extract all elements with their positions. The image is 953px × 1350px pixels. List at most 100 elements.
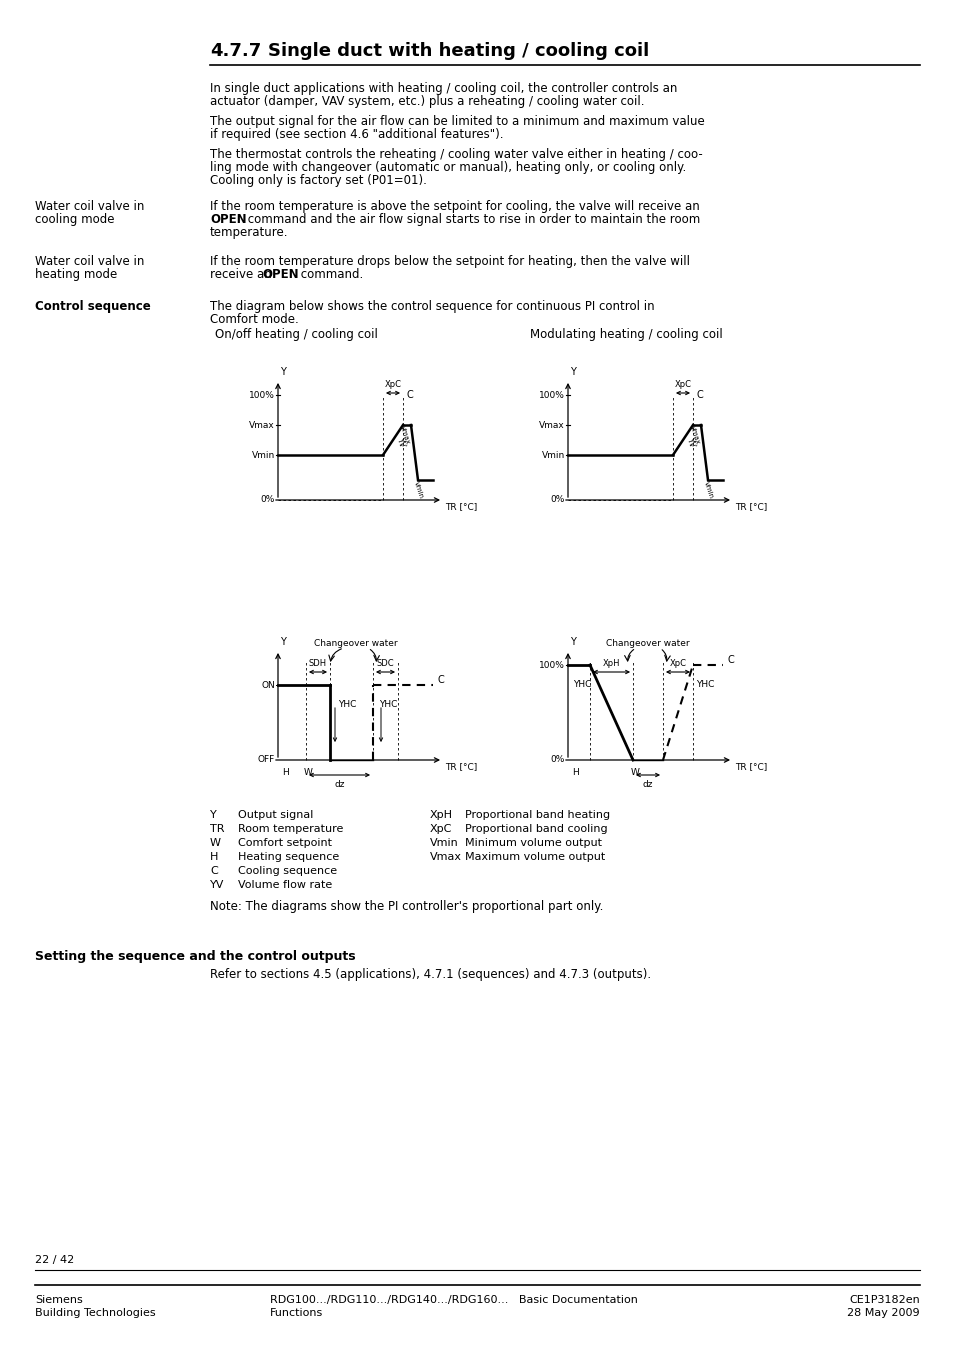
Text: Vmax: Vmax — [430, 852, 461, 863]
Text: Single duct with heating / cooling coil: Single duct with heating / cooling coil — [268, 42, 649, 59]
Text: XpH: XpH — [602, 659, 619, 668]
Text: YV: YV — [210, 880, 224, 890]
Text: W: W — [210, 838, 221, 848]
Text: Vmin: Vmin — [252, 451, 274, 459]
Text: Vmin: Vmin — [541, 451, 564, 459]
Text: TR [°C]: TR [°C] — [734, 502, 766, 512]
Text: Water coil valve in: Water coil valve in — [35, 255, 144, 269]
Text: Proportional band heating: Proportional band heating — [464, 810, 610, 819]
Text: Maximum volume output: Maximum volume output — [464, 852, 604, 863]
Text: On/off heating / cooling coil: On/off heating / cooling coil — [214, 328, 377, 342]
Text: Y: Y — [280, 637, 286, 647]
Text: dz: dz — [642, 780, 653, 788]
Text: Vmax: Vmax — [398, 425, 411, 446]
Text: cooling mode: cooling mode — [35, 213, 114, 225]
Text: YV: YV — [684, 437, 696, 450]
Text: XpH: XpH — [430, 810, 453, 819]
Text: The diagram below shows the control sequence for continuous PI control in: The diagram below shows the control sequ… — [210, 300, 654, 313]
Text: Vmax: Vmax — [538, 420, 564, 429]
Text: Cooling only is factory set (P01=01).: Cooling only is factory set (P01=01). — [210, 174, 426, 188]
Text: 28 May 2009: 28 May 2009 — [846, 1308, 919, 1318]
Text: C: C — [407, 390, 414, 400]
Text: SDH: SDH — [309, 659, 327, 668]
Text: XpC: XpC — [384, 379, 401, 389]
Text: Vmin: Vmin — [702, 481, 714, 500]
Text: YHC: YHC — [696, 680, 714, 688]
Text: CE1P3182en: CE1P3182en — [848, 1295, 919, 1305]
Text: if required (see section 4.6 "additional features").: if required (see section 4.6 "additional… — [210, 128, 503, 140]
Text: OPEN: OPEN — [210, 213, 247, 225]
Text: W: W — [303, 768, 313, 778]
Text: 0%: 0% — [550, 495, 564, 505]
Text: Comfort mode.: Comfort mode. — [210, 313, 298, 325]
Text: Water coil valve in: Water coil valve in — [35, 200, 144, 213]
Text: ling mode with changeover (automatic or manual), heating only, or cooling only.: ling mode with changeover (automatic or … — [210, 161, 685, 174]
Text: The thermostat controls the reheating / cooling water valve either in heating / : The thermostat controls the reheating / … — [210, 148, 702, 161]
Text: Vmin: Vmin — [413, 481, 424, 500]
Text: Changeover water: Changeover water — [314, 639, 397, 648]
Text: Room temperature: Room temperature — [237, 824, 343, 834]
Text: C: C — [437, 675, 444, 684]
Text: receive an: receive an — [210, 269, 275, 281]
Text: Changeover water: Changeover water — [605, 639, 689, 648]
Text: 0%: 0% — [260, 495, 274, 505]
Text: Building Technologies: Building Technologies — [35, 1308, 155, 1318]
Text: H: H — [572, 768, 578, 778]
Text: temperature.: temperature. — [210, 225, 288, 239]
Text: C: C — [210, 865, 217, 876]
Text: heating mode: heating mode — [35, 269, 117, 281]
Text: Modulating heating / cooling coil: Modulating heating / cooling coil — [530, 328, 722, 342]
Text: command.: command. — [296, 269, 363, 281]
Text: C: C — [697, 390, 703, 400]
Text: 4.7.7: 4.7.7 — [210, 42, 261, 59]
Text: Note: The diagrams show the PI controller's proportional part only.: Note: The diagrams show the PI controlle… — [210, 900, 602, 913]
Text: TR [°C]: TR [°C] — [734, 761, 766, 771]
Text: 0%: 0% — [550, 756, 564, 764]
Text: XpC: XpC — [430, 824, 452, 834]
Text: In single duct applications with heating / cooling coil, the controller controls: In single duct applications with heating… — [210, 82, 677, 94]
Text: H: H — [282, 768, 289, 778]
Text: YHC: YHC — [573, 680, 591, 688]
Text: SDC: SDC — [376, 659, 394, 668]
Text: If the room temperature drops below the setpoint for heating, then the valve wil: If the room temperature drops below the … — [210, 255, 689, 269]
Text: Control sequence: Control sequence — [35, 300, 151, 313]
Text: Refer to sections 4.5 (applications), 4.7.1 (sequences) and 4.7.3 (outputs).: Refer to sections 4.5 (applications), 4.… — [210, 968, 651, 981]
Text: Y: Y — [280, 367, 286, 377]
Text: Minimum volume output: Minimum volume output — [464, 838, 601, 848]
Text: OPEN: OPEN — [262, 269, 298, 281]
Text: W: W — [630, 768, 639, 778]
Text: Setting the sequence and the control outputs: Setting the sequence and the control out… — [35, 950, 355, 963]
Text: Functions: Functions — [270, 1308, 323, 1318]
Text: 100%: 100% — [538, 390, 564, 400]
Text: Proportional band cooling: Proportional band cooling — [464, 824, 607, 834]
Text: Vmax: Vmax — [688, 425, 700, 446]
Text: Vmin: Vmin — [430, 838, 458, 848]
Text: Cooling sequence: Cooling sequence — [237, 865, 336, 876]
Text: RDG100.../RDG110.../RDG140.../RDG160...   Basic Documentation: RDG100.../RDG110.../RDG140.../RDG160... … — [270, 1295, 638, 1305]
Text: XpC: XpC — [674, 379, 691, 389]
Text: 100%: 100% — [249, 390, 274, 400]
Text: Y: Y — [210, 810, 216, 819]
Text: Volume flow rate: Volume flow rate — [237, 880, 332, 890]
Text: TR [°C]: TR [°C] — [444, 502, 476, 512]
Text: TR [°C]: TR [°C] — [444, 761, 476, 771]
Text: ON: ON — [261, 680, 274, 690]
Text: Vmax: Vmax — [249, 420, 274, 429]
Text: YV: YV — [395, 437, 406, 450]
Text: Output signal: Output signal — [237, 810, 313, 819]
Text: If the room temperature is above the setpoint for cooling, the valve will receiv: If the room temperature is above the set… — [210, 200, 699, 213]
Text: Heating sequence: Heating sequence — [237, 852, 339, 863]
Text: OFF: OFF — [257, 756, 274, 764]
Text: The output signal for the air flow can be limited to a minimum and maximum value: The output signal for the air flow can b… — [210, 115, 704, 128]
Text: dz: dz — [334, 780, 344, 788]
Text: Siemens: Siemens — [35, 1295, 83, 1305]
Text: Y: Y — [569, 637, 576, 647]
Text: YHC: YHC — [378, 701, 397, 709]
Text: command and the air flow signal starts to rise in order to maintain the room: command and the air flow signal starts t… — [244, 213, 700, 225]
Text: 22 / 42: 22 / 42 — [35, 1256, 74, 1265]
Text: Comfort setpoint: Comfort setpoint — [237, 838, 332, 848]
Text: actuator (damper, VAV system, etc.) plus a reheating / cooling water coil.: actuator (damper, VAV system, etc.) plus… — [210, 95, 644, 108]
Text: Y: Y — [569, 367, 576, 377]
Text: XpC: XpC — [669, 659, 686, 668]
Text: TR: TR — [210, 824, 224, 834]
